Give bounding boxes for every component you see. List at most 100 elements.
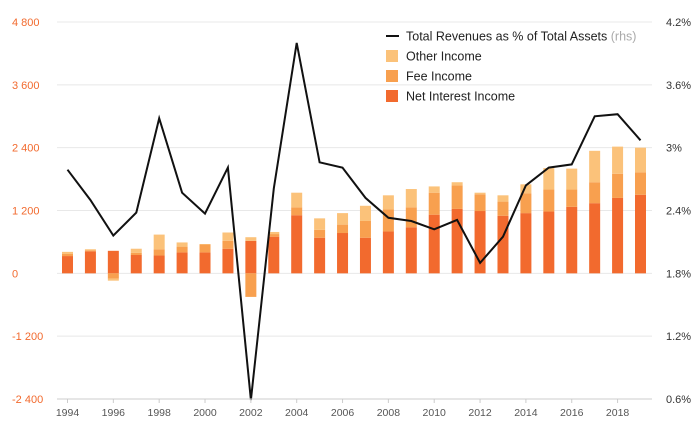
bar-other-income-2017: [589, 150, 601, 183]
left-axis-tick-label: -2 400: [12, 394, 43, 406]
bar-net-interest-income-1997: [130, 255, 142, 274]
bar-net-interest-income-2004: [291, 215, 303, 274]
bar-net-interest-income-1995: [84, 251, 96, 274]
bar-fee-income-2014: [520, 193, 532, 214]
bar-other-income-2011: [451, 182, 463, 186]
bar-fee-income-2017: [589, 182, 601, 204]
bar-net-interest-income-2014: [520, 213, 532, 274]
bar-net-interest-income-1994: [62, 256, 73, 274]
bar-fee-income-2009: [405, 207, 417, 228]
bar-fee-income-2005: [314, 229, 326, 238]
bar-other-income-1995: [84, 249, 96, 251]
gridlines: [57, 21, 652, 400]
bar-fee-income-1999: [176, 246, 188, 253]
bar-net-interest-income-1998: [153, 255, 165, 274]
line-series: [66, 42, 642, 401]
bar-other-income-2009: [405, 189, 417, 208]
right-axis-tick-label: 3%: [666, 143, 682, 155]
bar-other-income-2012: [474, 192, 486, 195]
x-axis-tick-label: 2010: [423, 407, 447, 419]
x-axis-tick-label: 2008: [377, 407, 401, 419]
bar-other-income-1996: [107, 278, 119, 281]
left-axis-tick-label: 0: [12, 268, 18, 280]
bar-fee-income-2002: [245, 273, 257, 297]
legend-box-swatch: [386, 70, 398, 82]
left-axis-tick-label: 2 400: [12, 143, 40, 155]
bar-net-interest-income-2013: [497, 215, 509, 274]
bar-other-income-2008: [382, 195, 394, 210]
x-axis-tick-label: 2016: [560, 407, 584, 419]
bar-net-interest-income-2008: [382, 231, 394, 274]
bar-series: [62, 146, 646, 297]
right-axis-tick-label: 1.8%: [666, 268, 691, 280]
bar-net-interest-income-2005: [314, 237, 326, 274]
right-axis-tick-label: 2.4%: [666, 206, 691, 218]
bar-other-income-2013: [497, 195, 509, 202]
left-axis-tick-label: 3 600: [12, 80, 40, 92]
bar-fee-income-2018: [612, 173, 624, 198]
bar-other-income-1997: [130, 248, 142, 253]
bar-fee-income-2011: [451, 185, 463, 209]
bar-fee-income-1996: [107, 273, 119, 279]
bar-other-income-2000: [199, 244, 211, 245]
bar-net-interest-income-2018: [612, 197, 624, 274]
legend-label: Total Revenues as % of Total Assets (rhs…: [406, 30, 636, 44]
x-axis-tick-label: 2004: [285, 407, 309, 419]
bar-net-interest-income-1999: [176, 252, 188, 274]
right-axis-tick-label: 1.2%: [666, 331, 691, 343]
x-axis-tick-label: 1998: [148, 407, 172, 419]
legend-box-swatch: [386, 90, 398, 102]
bar-other-income-2007: [359, 205, 371, 221]
bar-other-income-2016: [566, 168, 578, 190]
bar-fee-income-2001: [222, 240, 234, 249]
right-axis-tick-label: 3.6%: [666, 80, 691, 92]
bar-net-interest-income-2012: [474, 211, 486, 274]
bar-net-interest-income-2016: [566, 206, 578, 274]
bar-fee-income-2004: [291, 207, 303, 216]
bar-fee-income-1998: [153, 249, 165, 256]
legend: Total Revenues as % of Total Assets (rhs…: [386, 30, 636, 104]
bar-fee-income-2008: [382, 209, 394, 232]
x-axis-tick-label: 2018: [606, 407, 630, 419]
bar-fee-income-1994: [62, 253, 73, 257]
bar-other-income-1994: [62, 251, 73, 254]
bar-other-income-1999: [176, 242, 188, 247]
bar-net-interest-income-2007: [359, 237, 371, 274]
legend-label: Other Income: [406, 50, 482, 64]
bar-other-income-1998: [153, 234, 165, 250]
bar-other-income-2005: [314, 218, 326, 230]
bar-fee-income-2016: [566, 189, 578, 207]
x-axis-tick-label: 2000: [193, 407, 217, 419]
left-axis-tick-label: -1 200: [12, 331, 43, 343]
legend-label: Fee Income: [406, 70, 472, 84]
bar-net-interest-income-1996: [107, 250, 119, 274]
bar-other-income-2002: [245, 237, 257, 241]
bar-other-income-2015: [543, 168, 555, 190]
left-axis-tick-label: 1 200: [12, 206, 40, 218]
bar-net-interest-income-2019: [635, 194, 646, 274]
x-axis-tick-label: 2002: [239, 407, 263, 419]
bar-fee-income-2000: [199, 244, 211, 253]
bar-net-interest-income-2015: [543, 211, 555, 274]
x-axis-tick-label: 2006: [331, 407, 355, 419]
bar-fee-income-2013: [497, 201, 509, 216]
bar-other-income-2006: [337, 213, 349, 225]
bar-fee-income-2019: [635, 172, 646, 195]
bar-fee-income-1997: [130, 252, 142, 256]
left-axis-tick-label: 4 800: [12, 17, 40, 29]
bar-net-interest-income-2000: [199, 252, 211, 274]
legend-suffix: (rhs): [607, 30, 636, 44]
bar-other-income-2003: [268, 231, 280, 235]
bar-net-interest-income-2017: [589, 203, 601, 274]
bar-other-income-2004: [291, 192, 303, 208]
bar-fee-income-2015: [543, 189, 555, 212]
bar-other-income-2010: [428, 186, 440, 193]
bar-other-income-2001: [222, 232, 234, 241]
bar-net-interest-income-2011: [451, 208, 463, 274]
bar-other-income-2014: [520, 184, 532, 194]
x-axis-tick-label: 1996: [102, 407, 126, 419]
right-axis-tick-label: 4.2%: [666, 17, 691, 29]
right-axis-tick-label: 0.6%: [666, 394, 691, 406]
x-axis-tick-label: 2012: [468, 407, 492, 419]
